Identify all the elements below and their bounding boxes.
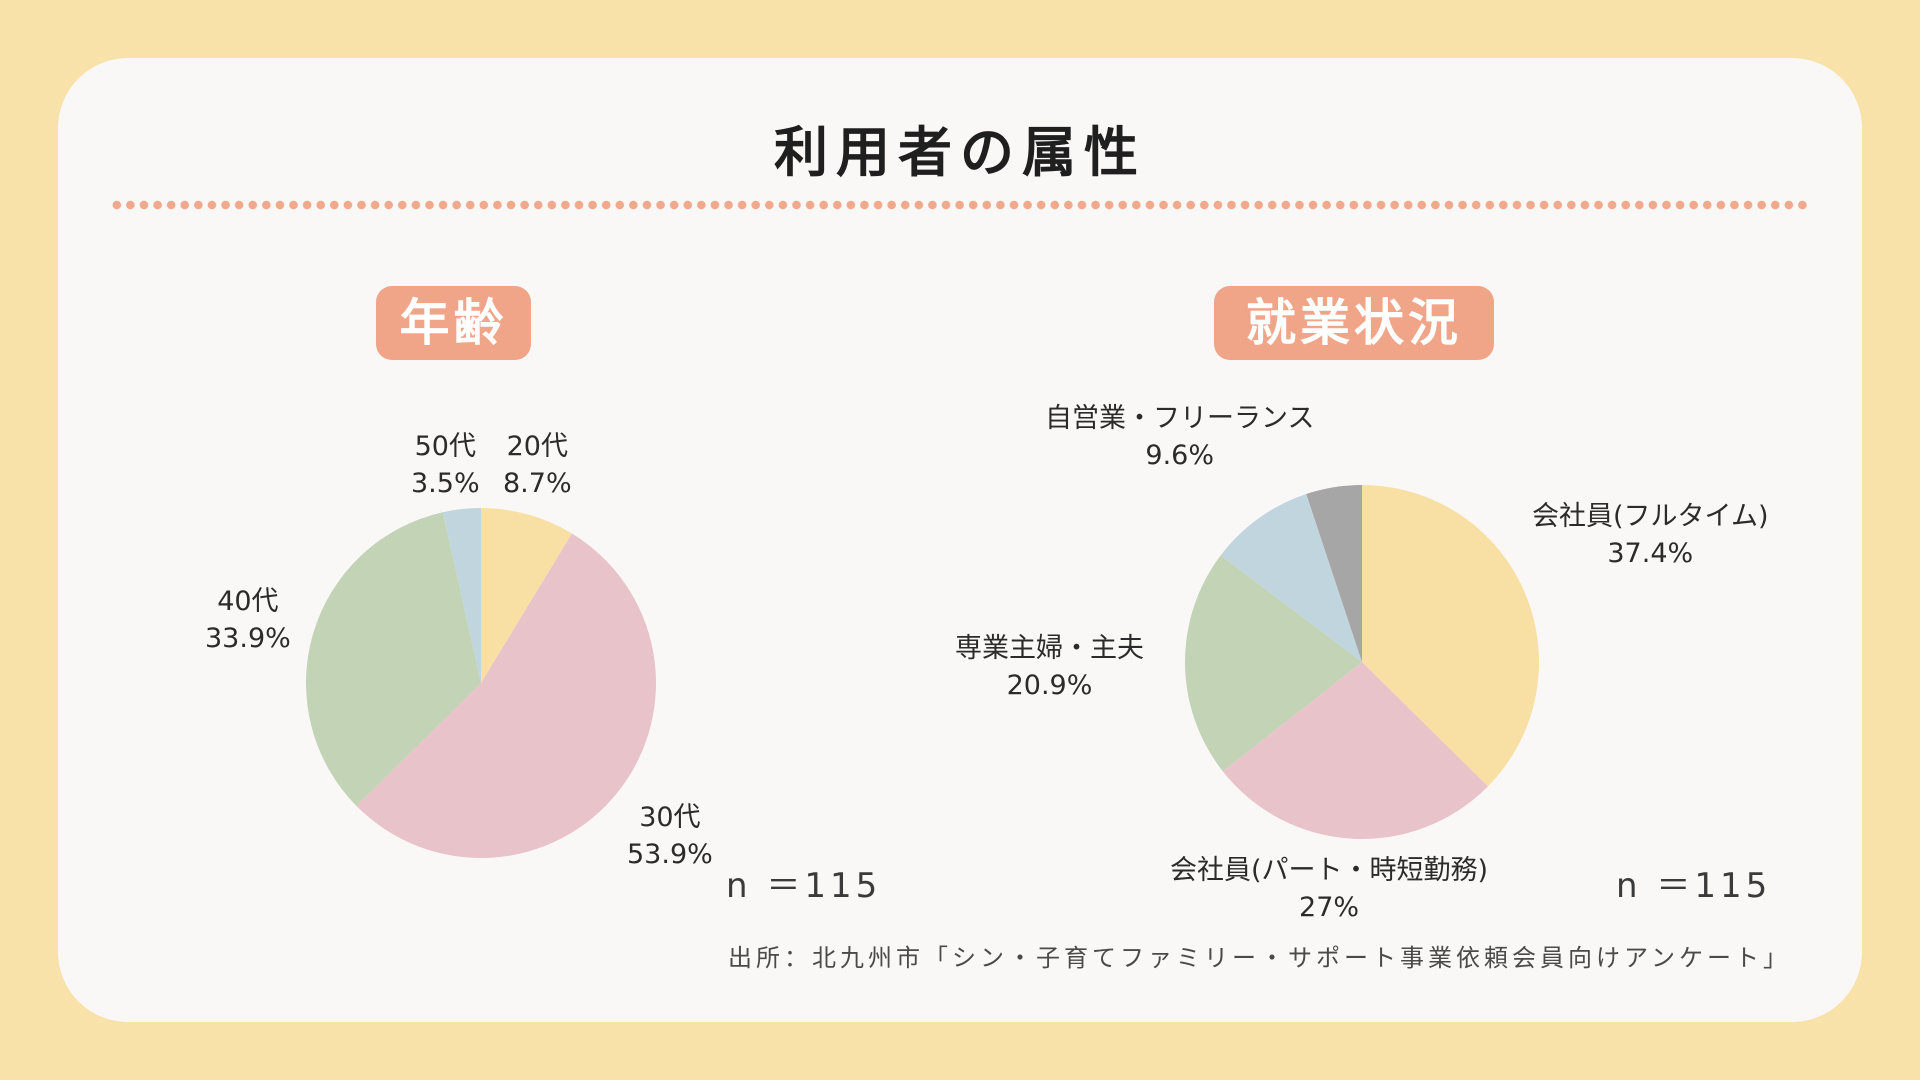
age-chart-title: 年齢 — [376, 286, 531, 360]
age-slice-2 — [305, 512, 481, 806]
job-slice-1 — [1222, 662, 1488, 839]
job-slice-2 — [1185, 555, 1362, 772]
age-label-30s: 30代 53.9% — [627, 802, 713, 870]
page-title: 利用者の属性 — [774, 121, 1146, 184]
job-slice-3 — [1220, 494, 1362, 662]
age-slice-0 — [481, 508, 572, 683]
job-label-self-employed: 自営業・フリーランス 9.6% — [1045, 403, 1315, 471]
job-slice-4 — [1306, 485, 1362, 662]
job-sample-size: n ＝115 — [1616, 866, 1772, 906]
age-label-20s: 20代 8.7% — [503, 431, 572, 499]
age-slice-3 — [442, 508, 481, 683]
employment-chart-title: 就業状況 — [1214, 286, 1494, 360]
job-label-full-time: 会社員(フルタイム) 37.4% — [1532, 501, 1769, 569]
source-note: 出所：北九州市「シン・子育てファミリー・サポート事業依頼会員向けアンケート」 — [728, 944, 1792, 972]
job-slice-0 — [1362, 485, 1539, 787]
job-label-part-time: 会社員(パート・時短勤務) 27% — [1170, 855, 1489, 923]
age-slice-1 — [356, 533, 656, 858]
age-pie — [305, 508, 656, 858]
employment-pie — [1185, 485, 1539, 839]
dotted-divider — [110, 200, 1810, 210]
age-label-40s: 40代 33.9% — [205, 586, 291, 654]
job-label-homemaker: 専業主婦・主夫 20.9% — [955, 633, 1144, 701]
content-card — [58, 58, 1862, 1022]
age-sample-size: n ＝115 — [726, 866, 882, 906]
age-label-50s: 50代 3.5% — [411, 431, 480, 499]
